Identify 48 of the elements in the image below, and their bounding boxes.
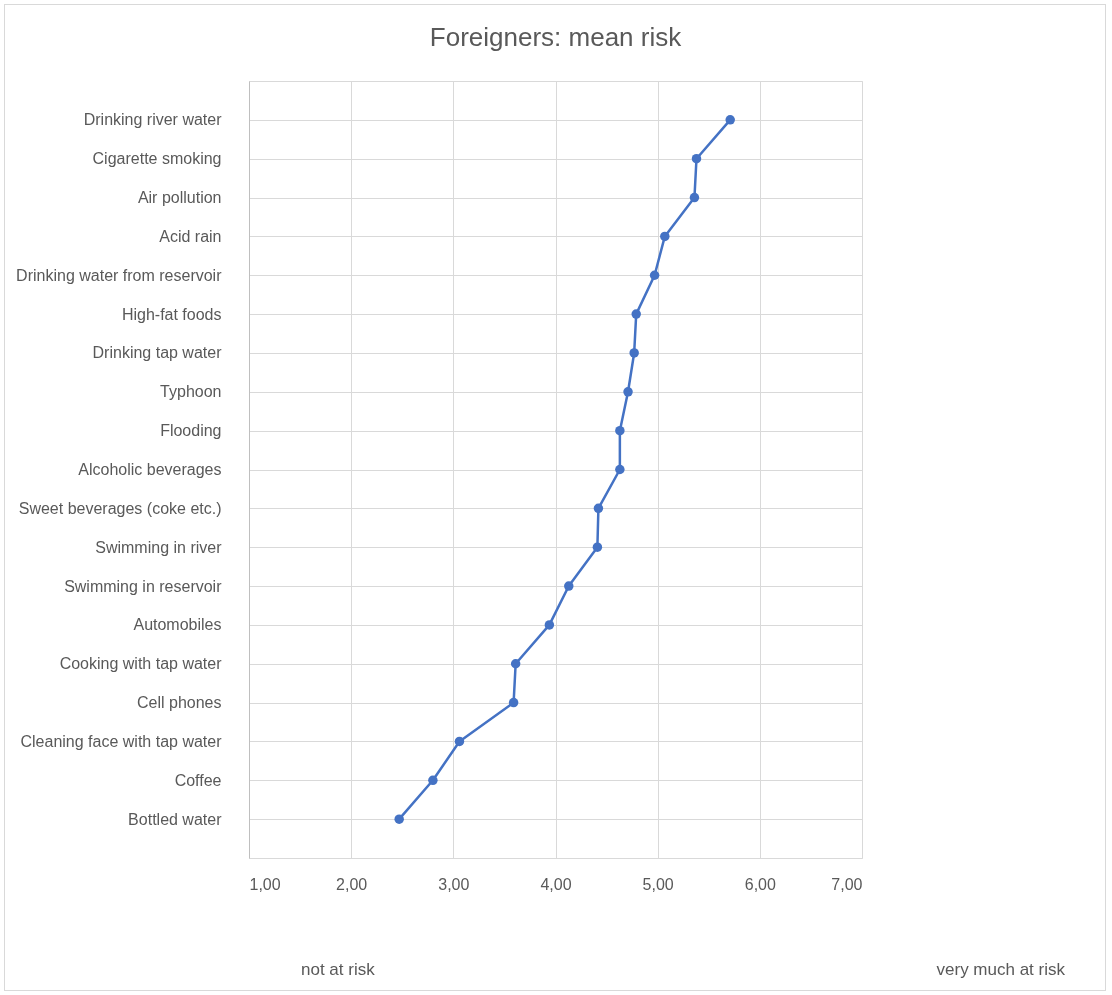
point [394, 814, 404, 824]
text: not at risk [301, 960, 375, 980]
y-tick-label: Bottled water [128, 810, 223, 828]
y-tick-label: Swimming in reservoir [64, 577, 223, 595]
y-tick-label: Flooding [160, 422, 222, 440]
point [564, 581, 574, 591]
y-tick-label: Drinking tap water [92, 344, 223, 362]
x-tick-label: 5,00 [642, 875, 674, 893]
y-tick-label: Coffee [174, 771, 222, 789]
y-tick-label: Drinking river water [83, 111, 223, 129]
x-tick-label: 7,00 [831, 875, 863, 893]
x-tick-label: 6,00 [744, 875, 777, 893]
point [649, 270, 660, 280]
point [725, 115, 735, 125]
point [428, 775, 438, 786]
y-tick-label: Typhoon [160, 383, 222, 401]
y-tick-label: High-fat foods [121, 305, 222, 323]
point [615, 464, 625, 475]
y-tick-label: Automobiles [133, 616, 222, 634]
point [592, 542, 603, 552]
point [508, 697, 519, 708]
point [660, 231, 670, 242]
y-tick-label: Air pollution [137, 189, 222, 207]
point [631, 309, 641, 319]
point [510, 659, 521, 669]
point [689, 192, 700, 203]
point [544, 620, 555, 630]
y-tick-label: Acid rain [159, 227, 222, 245]
y-tick-label: Alcoholic beverages [78, 461, 222, 478]
y-tick-label: Sweet beverages (coke etc.) [18, 499, 222, 517]
point [623, 387, 633, 397]
text: very much at risk [936, 960, 1065, 980]
x-tick-label: 1,00 [249, 875, 281, 893]
point [615, 425, 625, 436]
x-tick-label: 3,00 [438, 875, 470, 893]
x-tick-label: 4,00 [540, 875, 572, 893]
y-tick-label: Swimming in river [95, 538, 223, 556]
point [454, 736, 465, 747]
y-tick-label: Drinking water from reservoir [16, 266, 223, 284]
y-tick-label: Cigarette smoking [92, 150, 222, 168]
y-tick-label: Cleaning face with tap water [20, 732, 223, 750]
y-tick-label: Cooking with tap water [59, 655, 223, 673]
point [593, 503, 604, 514]
point [691, 153, 702, 164]
x-tick-label: 2,00 [336, 875, 368, 893]
y-tick-label: Cell phones [137, 694, 222, 712]
chart-title: Foreigners: mean risk [429, 22, 683, 52]
point [629, 348, 639, 358]
